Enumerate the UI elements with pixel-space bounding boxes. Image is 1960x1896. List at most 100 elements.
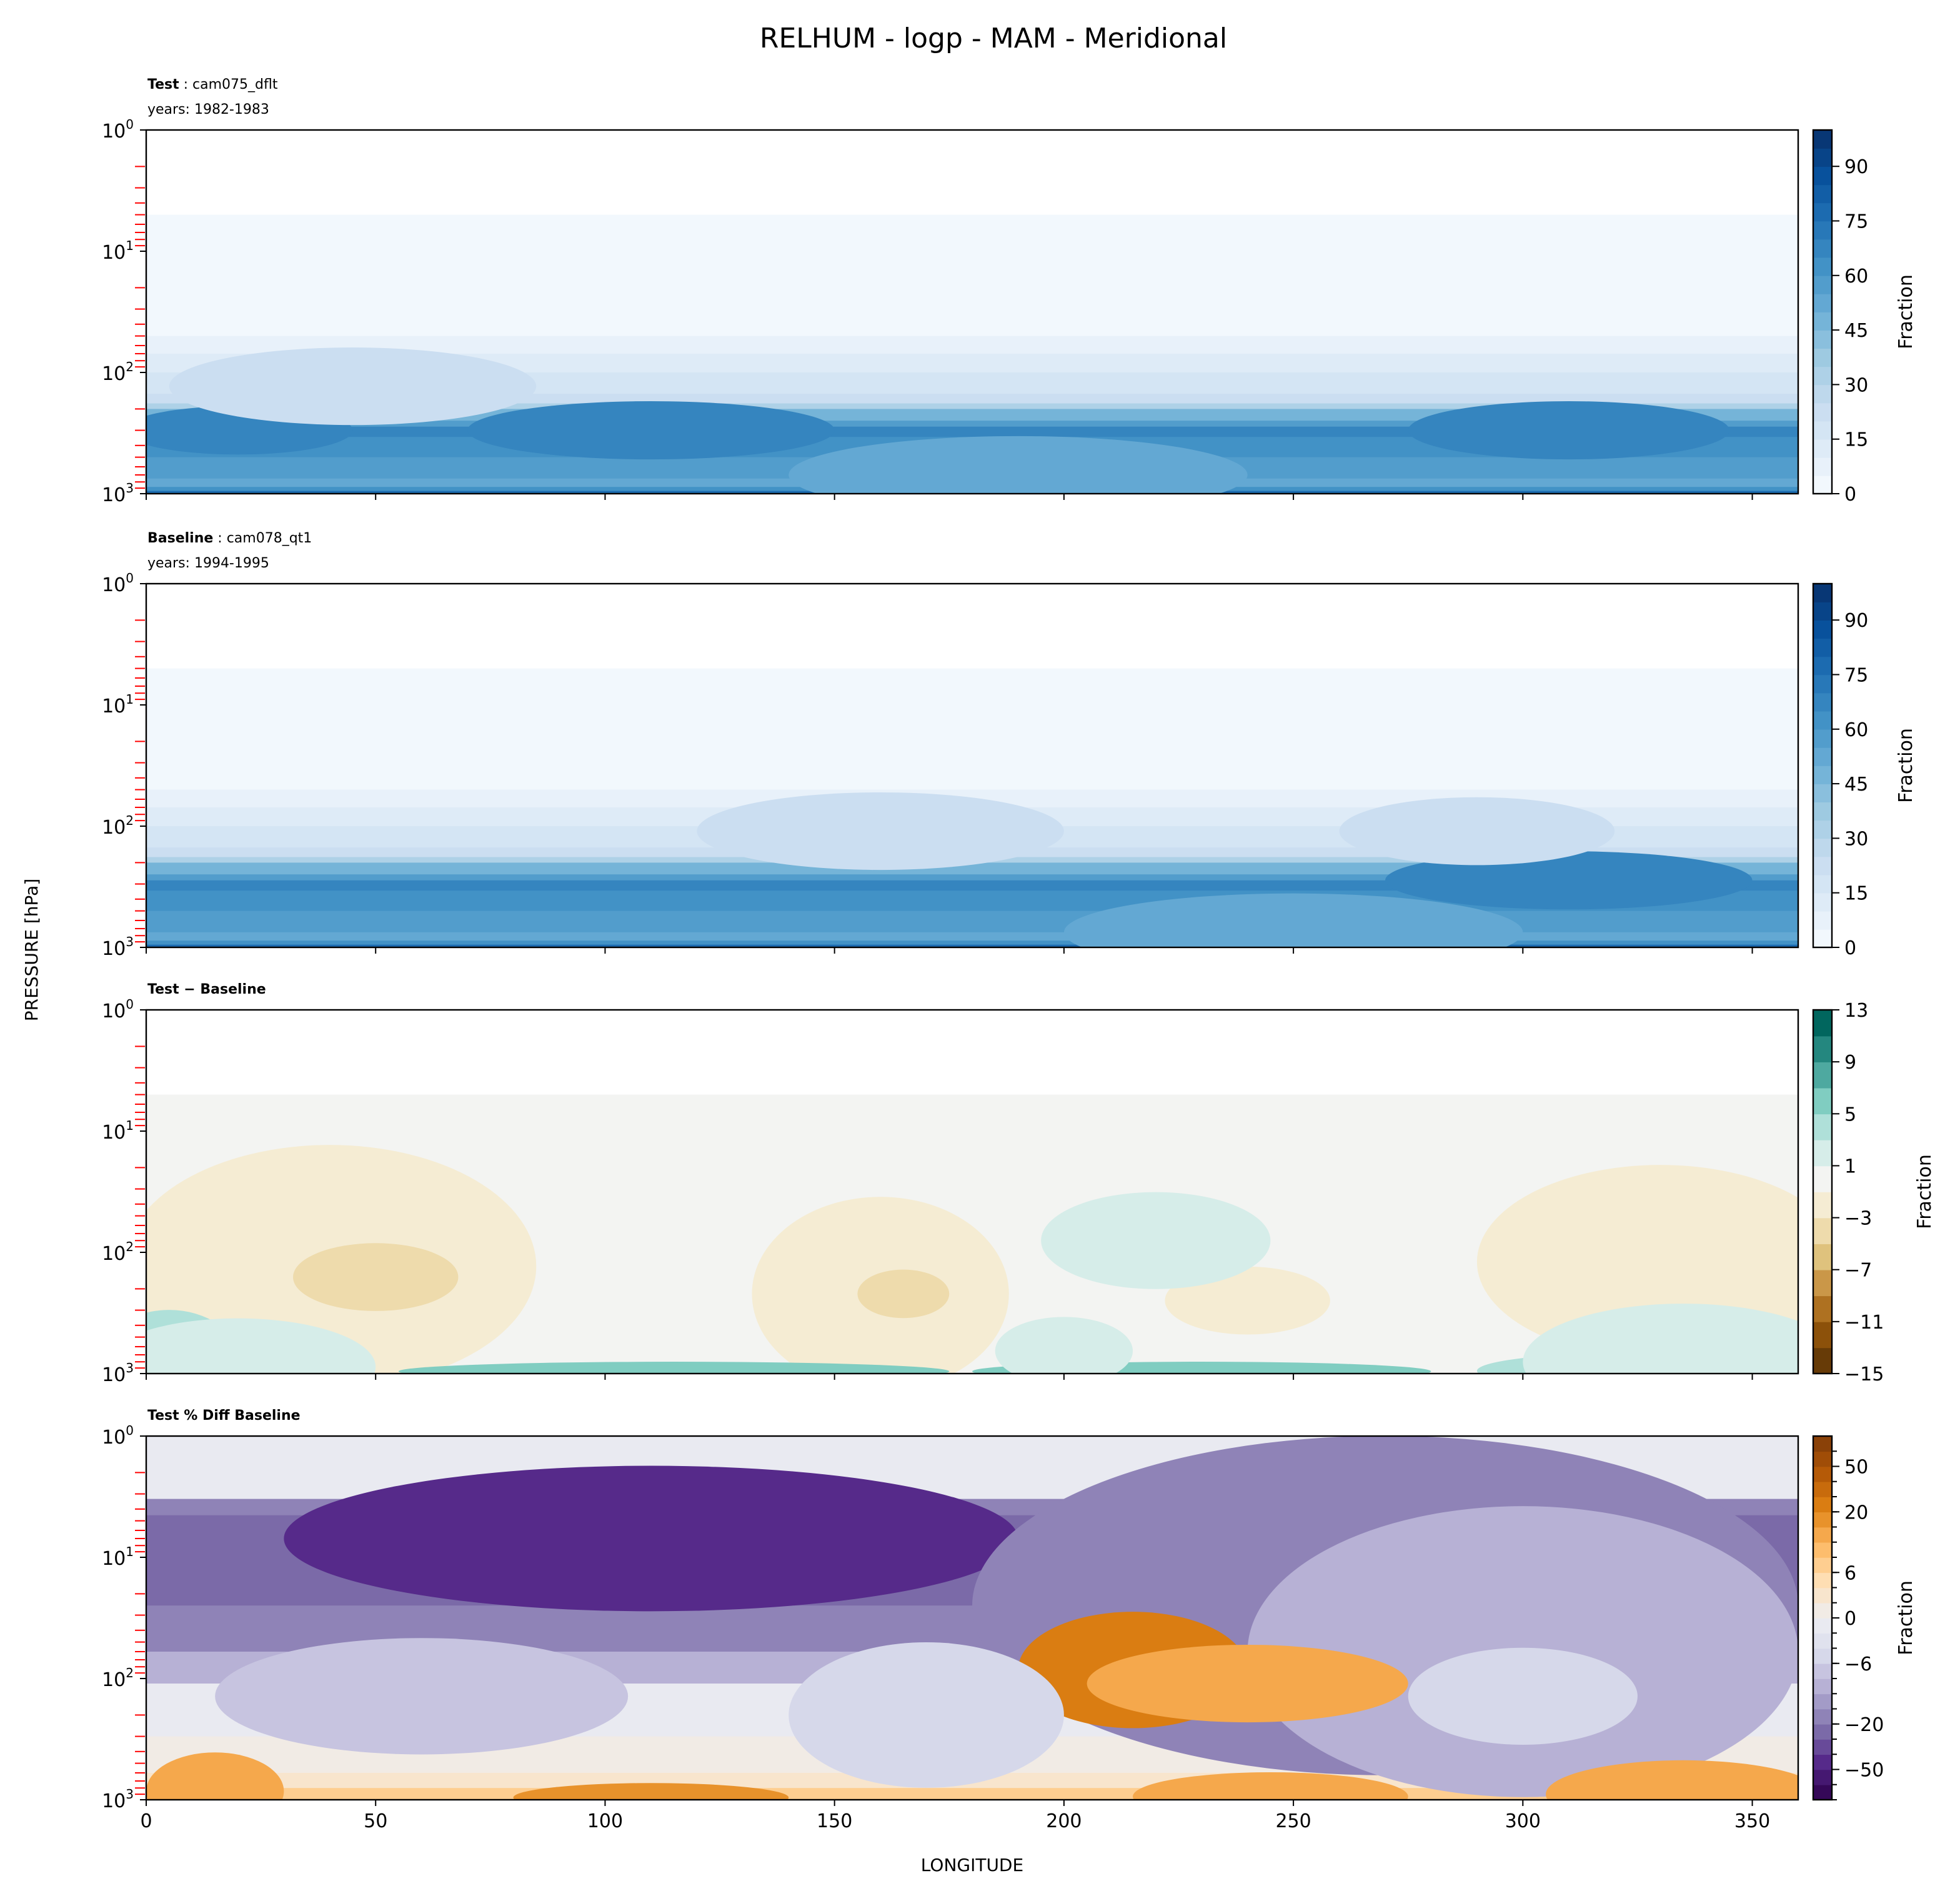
colorbar-segment bbox=[1813, 602, 1832, 621]
contour-field bbox=[146, 584, 1798, 947]
colorbar-segment bbox=[1813, 1347, 1832, 1374]
colorbar-segment bbox=[1813, 638, 1832, 657]
colorbar-tick-label: 15 bbox=[1844, 429, 1868, 451]
y-tick-base: 10 bbox=[102, 817, 126, 839]
colorbar-segment bbox=[1813, 729, 1832, 748]
colorbar-segment bbox=[1813, 1739, 1832, 1755]
y-tick-label: 100 bbox=[102, 997, 134, 1022]
colorbar-segment bbox=[1813, 293, 1832, 312]
y-tick-label: 101 bbox=[102, 238, 134, 264]
y-tick-base: 10 bbox=[102, 1669, 126, 1691]
colorbar-segment bbox=[1813, 1602, 1832, 1619]
contour-region bbox=[788, 1642, 1064, 1788]
colorbar-segment bbox=[1813, 1244, 1832, 1270]
x-tick-label: 0 bbox=[140, 1810, 152, 1832]
colorbar-label: Fraction bbox=[1895, 728, 1917, 803]
colorbar-segment bbox=[1813, 184, 1832, 204]
x-tick-label: 300 bbox=[1505, 1810, 1541, 1832]
colorbar-label: Fraction bbox=[1895, 274, 1917, 349]
panel-subtitle: years: 1982-1983 bbox=[147, 102, 269, 117]
colorbar-segment bbox=[1813, 1633, 1832, 1649]
contour-band bbox=[146, 932, 1798, 942]
colorbar-tick-label: 75 bbox=[1844, 665, 1868, 687]
x-tick-label: 100 bbox=[587, 1810, 623, 1832]
contour-band bbox=[146, 941, 1798, 946]
colorbar-segment bbox=[1813, 620, 1832, 639]
colorbar-segment bbox=[1813, 202, 1832, 222]
colorbar-segment bbox=[1813, 1269, 1832, 1297]
colorbar-segment bbox=[1813, 766, 1832, 784]
colorbar-segment bbox=[1813, 1481, 1832, 1497]
y-tick-label: 103 bbox=[102, 1787, 134, 1812]
colorbar-segment bbox=[1813, 802, 1832, 821]
colorbar-segment bbox=[1813, 838, 1832, 857]
y-tick-label: 100 bbox=[102, 571, 134, 596]
y-tick-base: 10 bbox=[102, 1364, 126, 1386]
y-tick-exponent: 1 bbox=[126, 1544, 134, 1559]
colorbar-segment bbox=[1813, 1295, 1832, 1322]
colorbar-segment bbox=[1813, 1451, 1832, 1467]
colorbar-segment bbox=[1813, 674, 1832, 694]
y-tick-exponent: 0 bbox=[126, 117, 134, 132]
x-tick-label: 50 bbox=[364, 1810, 387, 1832]
colorbar-segment bbox=[1813, 1466, 1832, 1482]
colorbar-segment bbox=[1813, 1724, 1832, 1740]
contour-region bbox=[697, 792, 1064, 871]
colorbar-segment bbox=[1813, 1663, 1832, 1679]
contour-band bbox=[146, 403, 1798, 410]
colorbar-segment bbox=[1813, 384, 1832, 404]
colorbar-tick-label: −6 bbox=[1844, 1654, 1872, 1675]
colorbar-tick-label: 60 bbox=[1844, 719, 1868, 741]
axes-frame bbox=[145, 582, 1799, 949]
y-tick-base: 10 bbox=[102, 1790, 126, 1812]
panel-2: Test − Baseline10010110210313951−3−7−11−… bbox=[102, 982, 1936, 1386]
colorbar-segment bbox=[1813, 1542, 1832, 1558]
contour-region bbox=[1339, 797, 1615, 866]
y-tick-label: 102 bbox=[102, 359, 134, 385]
y-tick-base: 10 bbox=[102, 696, 126, 717]
y-tick-base: 10 bbox=[102, 484, 126, 506]
colorbar-segment bbox=[1813, 874, 1832, 894]
y-tick-base: 10 bbox=[102, 1122, 126, 1144]
contour-band bbox=[146, 911, 1798, 933]
colorbar-tick-label: 20 bbox=[1844, 1502, 1868, 1524]
y-tick-exponent: 2 bbox=[126, 1665, 134, 1680]
colorbar-label: Fraction bbox=[1914, 1154, 1936, 1229]
colorbar-segment bbox=[1813, 1587, 1832, 1604]
colorbar-segment bbox=[1813, 475, 1832, 494]
colorbar-segment bbox=[1813, 421, 1832, 440]
colorbar-segment bbox=[1813, 1648, 1832, 1664]
colorbar-segment bbox=[1813, 1709, 1832, 1725]
y-tick-exponent: 3 bbox=[126, 1360, 134, 1375]
colorbar-segment bbox=[1813, 1769, 1832, 1785]
y-axis-label: PRESSURE [hPa] bbox=[21, 879, 42, 1022]
colorbar-segment bbox=[1813, 257, 1832, 276]
y-tick-base: 10 bbox=[102, 242, 126, 264]
panel-title: Test % Diff Baseline bbox=[147, 1408, 301, 1424]
colorbar-label: Fraction bbox=[1895, 1580, 1917, 1655]
contour-region bbox=[1408, 401, 1729, 460]
y-tick-exponent: 2 bbox=[126, 1239, 134, 1254]
colorbar-segment bbox=[1813, 911, 1832, 930]
colorbar-segment bbox=[1813, 656, 1832, 676]
colorbar-segment bbox=[1813, 711, 1832, 730]
colorbar-segment bbox=[1813, 1192, 1832, 1219]
contour-region bbox=[1133, 1772, 1408, 1800]
colorbar-tick-label: 60 bbox=[1844, 266, 1868, 287]
x-tick-label: 250 bbox=[1275, 1810, 1311, 1832]
contour-field bbox=[146, 130, 1798, 494]
colorbar-segment bbox=[1813, 312, 1832, 331]
y-tick-base: 10 bbox=[102, 363, 126, 385]
contour-region bbox=[513, 1783, 789, 1800]
colorbar-segment bbox=[1813, 1694, 1832, 1710]
colorbar-tick-label: 6 bbox=[1844, 1562, 1856, 1584]
colorbar-segment bbox=[1813, 239, 1832, 258]
contour-region bbox=[1385, 851, 1753, 910]
y-tick-exponent: 0 bbox=[126, 571, 134, 586]
colorbar-tick-label: −3 bbox=[1844, 1208, 1872, 1230]
colorbar-segment bbox=[1813, 1217, 1832, 1244]
contour-band bbox=[146, 880, 1798, 891]
colorbar-segment bbox=[1813, 1062, 1832, 1089]
